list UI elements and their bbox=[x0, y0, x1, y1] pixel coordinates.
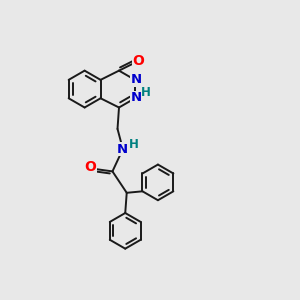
Text: H: H bbox=[141, 86, 151, 99]
Text: N: N bbox=[131, 74, 142, 86]
Text: O: O bbox=[85, 160, 96, 174]
Text: N: N bbox=[117, 142, 128, 156]
Text: H: H bbox=[129, 138, 139, 151]
Text: O: O bbox=[132, 54, 144, 68]
Text: N: N bbox=[130, 91, 142, 104]
